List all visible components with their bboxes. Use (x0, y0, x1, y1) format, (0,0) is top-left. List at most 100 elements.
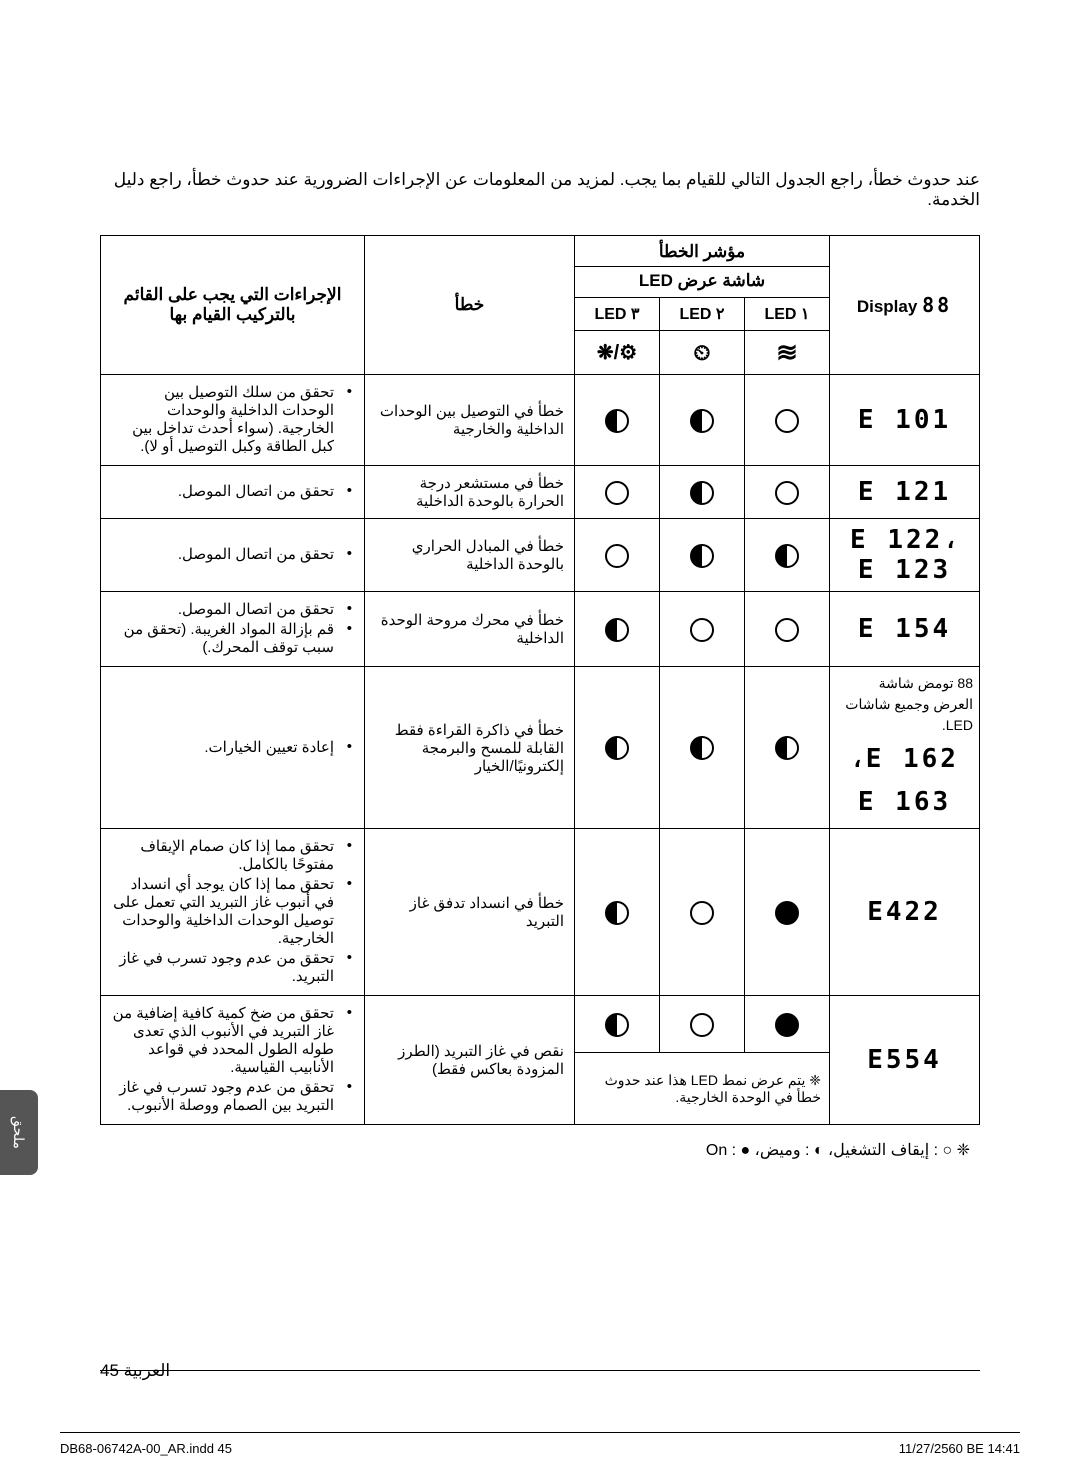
side-tab: ملحق (0, 1090, 38, 1175)
led-half-icon (605, 618, 629, 642)
display-cell: E554 (830, 996, 980, 1125)
led2-cell (660, 829, 745, 996)
led1-header: ١ LED (745, 298, 830, 331)
led-empty-icon (775, 618, 799, 642)
led-empty-icon (690, 618, 714, 642)
led-half-icon (605, 1013, 629, 1037)
action-item: تحقق من اتصال الموصل. (109, 545, 352, 563)
led1-cell (745, 829, 830, 996)
table-row: E 154 خطأ في محرك مروحة الوحدة الداخلية … (101, 592, 980, 667)
action-item: تحقق من ضخ كمية كافية إضافية من غاز التب… (109, 1004, 352, 1076)
action-item: تحقق من اتصال الموصل. (109, 600, 352, 618)
display-cell: E 101 (830, 375, 980, 466)
action-item: قم بإزالة المواد الغريبة. (تحقق من سبب ت… (109, 620, 352, 656)
error-cell: خطأ في التوصيل بين الوحدات الداخلية والخ… (365, 375, 575, 466)
led2-cell (660, 466, 745, 519)
led-empty-icon (690, 1013, 714, 1037)
error-header: خطأ (365, 236, 575, 375)
led-display-header: مؤشر الخطأشاشة عرض LED (575, 236, 830, 298)
action-item: تحقق من عدم وجود تسرب في غاز التبريد بين… (109, 1078, 352, 1114)
led2-icon-header: ⏲ (660, 331, 745, 375)
file-name: DB68-06742A-00_AR.indd 45 (60, 1441, 232, 1456)
led-half-icon (690, 736, 714, 760)
led3-cell (575, 667, 660, 829)
table-row: 88 تومض شاشة العرض وجميع شاشات LED. E 16… (101, 667, 980, 829)
action-item: تحقق من اتصال الموصل. (109, 482, 352, 500)
led-empty-icon (690, 901, 714, 925)
error-table: Display 88 مؤشر الخطأشاشة عرض LED خطأ ال… (100, 235, 980, 1125)
led-half-icon (690, 481, 714, 505)
table-row: E 101 خطأ في التوصيل بين الوحدات الداخلي… (101, 375, 980, 466)
led3-cell (575, 375, 660, 466)
led-full-icon (775, 901, 799, 925)
action-item: تحقق مما إذا كان صمام الإيقاف مفتوحًا با… (109, 837, 352, 873)
led2-cell (660, 375, 745, 466)
action-item: تحقق من عدم وجود تسرب في غاز التبريد. (109, 949, 352, 985)
actions-cell: تحقق من اتصال الموصل. (101, 466, 365, 519)
led-half-icon (605, 736, 629, 760)
led-half-icon (690, 409, 714, 433)
error-cell: خطأ في مستشعر درجة الحرارة بالوحدة الداخ… (365, 466, 575, 519)
led1-cell (745, 996, 830, 1053)
table-row: E 122، E 123 خطأ في المبادل الحراري بالو… (101, 519, 980, 592)
led1-cell (745, 667, 830, 829)
error-cell: نقص في غاز التبريد (الطرز المزودة بعاكس … (365, 996, 575, 1125)
intro-text: عند حدوث خطأ، راجع الجدول التالي للقيام … (100, 170, 980, 210)
actions-cell: تحقق من اتصال الموصل. (101, 519, 365, 592)
actions-cell: تحقق من ضخ كمية كافية إضافية من غاز التب… (101, 996, 365, 1125)
error-cell: خطأ في انسداد تدفق غاز التبريد (365, 829, 575, 996)
led-empty-icon (605, 544, 629, 568)
display-cell: E 122، E 123 (830, 519, 980, 592)
led-empty-icon (775, 409, 799, 433)
led3-icon-header: ⚙/❋ (575, 331, 660, 375)
led-full-icon (775, 1013, 799, 1037)
led-empty-icon (605, 481, 629, 505)
led1-cell (745, 375, 830, 466)
led3-cell (575, 519, 660, 592)
led3-cell (575, 829, 660, 996)
actions-cell: إعادة تعيين الخيارات. (101, 667, 365, 829)
actions-cell: تحقق من سلك التوصيل بين الوحدات الداخلية… (101, 375, 365, 466)
led2-cell (660, 667, 745, 829)
display-cell: E 154 (830, 592, 980, 667)
action-item: تحقق من سلك التوصيل بين الوحدات الداخلية… (109, 383, 352, 455)
led3-cell (575, 466, 660, 519)
error-cell: خطأ في محرك مروحة الوحدة الداخلية (365, 592, 575, 667)
timestamp: 11/27/2560 BE 14:41 (899, 1441, 1020, 1456)
page-number: العربية 45 (100, 1361, 170, 1381)
action-item: تحقق مما إذا كان يوجد أي انسداد في أنبوب… (109, 875, 352, 947)
led2-cell (660, 519, 745, 592)
display-cell: E422 (830, 829, 980, 996)
table-row: E 121 خطأ في مستشعر درجة الحرارة بالوحدة… (101, 466, 980, 519)
led-half-icon (690, 544, 714, 568)
led1-cell (745, 466, 830, 519)
action-item: إعادة تعيين الخيارات. (109, 738, 352, 756)
led1-cell (745, 519, 830, 592)
led-half-icon (605, 901, 629, 925)
led-note-cell: ❈ يتم عرض نمط LED هذا عند حدوث خطأ في ال… (575, 1053, 830, 1125)
led-half-icon (775, 736, 799, 760)
led-half-icon (775, 544, 799, 568)
led3-cell (575, 592, 660, 667)
display-cell: 88 تومض شاشة العرض وجميع شاشات LED. E 16… (830, 667, 980, 829)
bottom-meta: DB68-06742A-00_AR.indd 45 11/27/2560 BE … (60, 1432, 1020, 1456)
led3-cell (575, 996, 660, 1053)
led2-header: ٢ LED (660, 298, 745, 331)
led1-icon-header: ≋ (745, 331, 830, 375)
table-row: E422 خطأ في انسداد تدفق غاز التبريد تحقق… (101, 829, 980, 996)
legend-text: ❈ ○ : إيقاف التشغيل، ◐ : وميض، ● : On (100, 1140, 980, 1160)
display-cell: E 121 (830, 466, 980, 519)
led-empty-icon (775, 481, 799, 505)
display-header: Display 88 (830, 236, 980, 375)
actions-header: الإجراءات التي يجب على القائم بالتركيب ا… (101, 236, 365, 375)
actions-cell: تحقق مما إذا كان صمام الإيقاف مفتوحًا با… (101, 829, 365, 996)
footer-line (100, 1370, 980, 1381)
error-cell: خطأ في المبادل الحراري بالوحدة الداخلية (365, 519, 575, 592)
led1-cell (745, 592, 830, 667)
led2-cell (660, 996, 745, 1053)
led2-cell (660, 592, 745, 667)
error-cell: خطأ في ذاكرة القراءة فقط القابلة للمسح و… (365, 667, 575, 829)
actions-cell: تحقق من اتصال الموصل. قم بإزالة المواد ال… (101, 592, 365, 667)
table-row: E554 نقص في غاز التبريد (الطرز المزودة ب… (101, 996, 980, 1053)
led3-header: ٣ LED (575, 298, 660, 331)
